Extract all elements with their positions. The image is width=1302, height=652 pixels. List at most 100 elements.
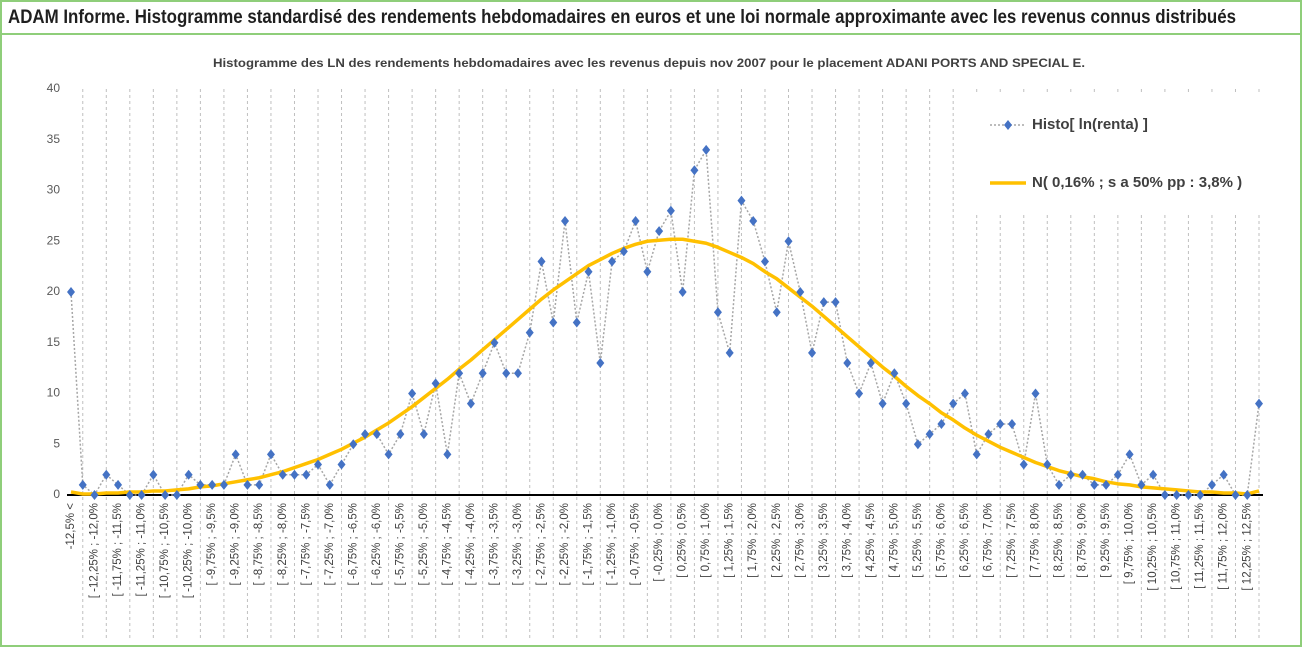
histogram-marker	[1066, 469, 1075, 480]
histogram-marker	[1007, 418, 1016, 429]
x-tick-label: [ 0,75% ; 1,0%	[700, 503, 712, 578]
histogram-marker	[466, 398, 475, 409]
histogram-marker	[1102, 479, 1111, 490]
histogram-marker	[713, 307, 722, 318]
x-tick-label: [ -9,75% ; -9,5%	[206, 503, 218, 585]
histogram-marker	[361, 429, 370, 440]
x-tick-label: [ -11,25% ; -11,0%	[136, 503, 148, 597]
histogram-marker	[302, 469, 311, 480]
histogram-marker	[1243, 490, 1252, 500]
x-tick-label: [ -10,25% ; -10,0%	[183, 503, 195, 598]
histogram-marker	[231, 449, 240, 460]
histogram-marker	[619, 246, 628, 257]
histogram-marker	[502, 368, 511, 379]
y-tick-label: 40	[47, 81, 61, 95]
x-tick-label: [ -2,25% ; -2,0%	[559, 503, 571, 585]
histogram-marker	[1055, 479, 1064, 490]
histogram-marker	[972, 449, 981, 460]
x-tick-label: [ -10,75% ; -10,5%	[159, 503, 171, 598]
histogram-marker	[513, 368, 522, 379]
x-tick-label: [ 11,75% ; 12,0%	[1218, 503, 1230, 590]
x-tick-label: [ 1,75% ; 2,0%	[747, 503, 759, 578]
x-tick-label: [ -12,25% ; -12,0%	[89, 503, 101, 598]
x-tick-label: [ 5,25% ; 5,5%	[912, 503, 924, 578]
histogram-marker	[784, 236, 793, 247]
x-tick-label: [ 4,25% ; 4,5%	[865, 503, 877, 578]
x-tick-label: [ -7,75% ; -7,5%	[300, 503, 312, 585]
normal-curve	[70, 237, 1260, 496]
x-tick-label: [ 12,25% ; 12,5%	[1241, 503, 1253, 591]
histogram-marker	[1184, 490, 1193, 500]
histogram-marker	[890, 368, 899, 379]
histogram-marker	[949, 398, 958, 409]
histogram-marker	[596, 358, 605, 369]
y-tick-label: 10	[47, 386, 61, 400]
histogram-marker	[678, 287, 687, 297]
histogram-marker	[325, 479, 334, 490]
histogram-marker	[172, 490, 181, 500]
histogram-marker	[396, 429, 405, 440]
histogram-marker	[749, 215, 758, 226]
histogram-marker	[819, 297, 828, 308]
histogram-marker	[184, 469, 193, 480]
histogram-marker	[572, 317, 581, 328]
histogram-marker	[90, 490, 99, 500]
y-tick-label: 15	[47, 335, 61, 349]
histogram-marker	[561, 215, 570, 226]
x-tick-label: [ 8,75% ; 9,0%	[1077, 503, 1089, 578]
chart-title: ADAM Informe. Histogramme standardisé de…	[8, 7, 1236, 28]
x-tick-label: [ -7,25% ; -7,0%	[324, 503, 336, 585]
x-tick-label: [ 4,75% ; 5,0%	[888, 503, 900, 578]
histogram-marker	[631, 215, 640, 226]
histogram-marker	[1255, 398, 1263, 409]
histogram-marker	[337, 459, 346, 470]
x-tick-label: [ 8,25% ; 8,5%	[1053, 503, 1065, 578]
x-tick-label: [ 11,25% ; 11,5%	[1194, 503, 1206, 589]
legend: Histo[ ln(renta) ] N( 0,16% ; s a 50% pp …	[962, 92, 1288, 212]
histogram-marker	[78, 479, 87, 490]
plot-area	[67, 144, 1263, 500]
x-tick-label: [ -3,75% ; -3,5%	[488, 503, 500, 585]
x-tick-label: [ -1,75% ; -1,5%	[583, 503, 595, 585]
histogram-marker	[137, 490, 146, 500]
histogram-marker	[1078, 469, 1087, 480]
x-tick-label: [ 7,75% ; 8,0%	[1030, 503, 1042, 578]
histogram-marker	[796, 287, 805, 297]
histogram-marker	[1090, 479, 1099, 490]
histogram-marker	[537, 256, 546, 267]
histogram-marker	[960, 388, 969, 399]
histogram-marker	[149, 469, 158, 480]
y-tick-label: 0	[53, 487, 60, 501]
histogram-marker	[290, 469, 299, 480]
histogram-marker	[772, 307, 781, 318]
x-tick-label: [ 3,25% ; 3,5%	[818, 503, 830, 578]
histogram-marker	[431, 378, 440, 389]
histogram-marker	[1219, 469, 1228, 480]
x-tick-label: [ 3,75% ; 4,0%	[841, 503, 853, 578]
histogram-marker	[208, 479, 217, 490]
y-tick-label: 5	[53, 436, 60, 450]
histogram-marker	[525, 327, 534, 338]
histogram-marker	[349, 439, 358, 450]
histogram-marker	[1207, 479, 1216, 490]
histogram-marker	[490, 337, 499, 348]
histogram-marker	[1043, 459, 1052, 470]
x-tick-label: [ -6,75% ; -6,5%	[347, 503, 359, 585]
histogram-marker	[1137, 479, 1146, 490]
histogram-marker	[1196, 490, 1205, 500]
histogram-marker	[725, 347, 734, 358]
x-tick-label: [ 10,75% ; 11,0%	[1171, 503, 1183, 590]
x-tick-label: [ 9,25% ; 9,5%	[1100, 503, 1112, 578]
x-tick-label: -12,5% <	[65, 503, 77, 550]
histogram-marker	[114, 479, 123, 490]
histogram-marker	[278, 469, 287, 480]
histogram-marker	[102, 469, 111, 480]
histogram-marker	[937, 418, 946, 429]
x-tick-label: [ 6,75% ; 7,0%	[982, 503, 994, 578]
x-tick-label: [ -4,25% ; -4,0%	[465, 503, 477, 585]
histogram-marker	[608, 256, 617, 267]
x-tick-label: [ -5,25% ; -5,0%	[418, 503, 430, 585]
x-tick-label: [ 9,75% ; 10,0%	[1124, 503, 1136, 584]
x-tick-label: [ 6,25% ; 6,5%	[959, 503, 971, 578]
histogram-marker	[266, 449, 275, 460]
